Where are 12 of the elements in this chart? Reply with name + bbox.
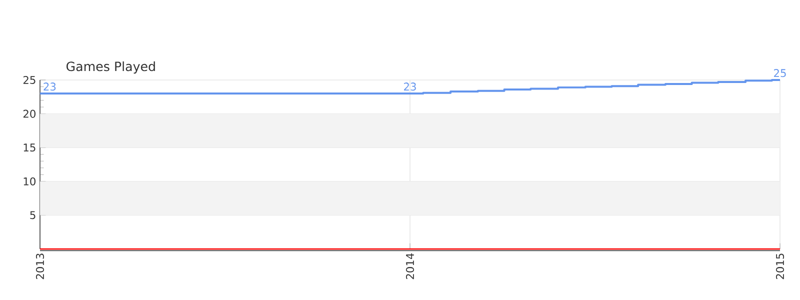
y-tick-label: 20 bbox=[23, 110, 36, 118]
data-label: 23 bbox=[404, 82, 416, 91]
data-label: 25 bbox=[774, 69, 786, 78]
y-tick-label: 15 bbox=[24, 144, 36, 152]
y-tick-label: 25 bbox=[23, 76, 36, 84]
y-tick-label: 5 bbox=[30, 211, 36, 220]
data-label: 23 bbox=[44, 82, 56, 91]
x-tick-label: 2015 bbox=[776, 254, 784, 280]
y-tick-label: 10 bbox=[24, 177, 36, 186]
x-tick-label: 2014 bbox=[406, 253, 414, 280]
chart-title: Games Played bbox=[66, 61, 155, 74]
x-tick-label: 2013 bbox=[36, 254, 44, 280]
